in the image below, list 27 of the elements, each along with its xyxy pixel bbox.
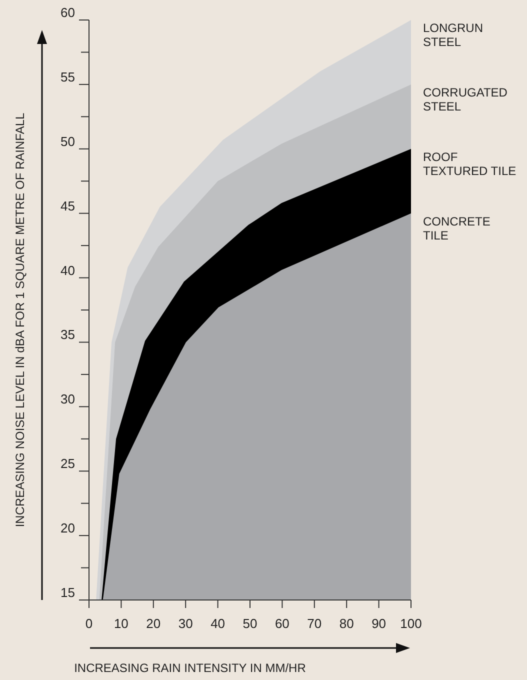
y-tick-label: 50	[60, 134, 75, 149]
x-tick-label: 0	[85, 616, 93, 631]
x-tick-label: 30	[178, 616, 193, 631]
x-tick-label: 20	[146, 616, 161, 631]
y-tick-label: 35	[60, 327, 75, 342]
y-tick-label: 30	[60, 392, 75, 407]
x-tick-label: 90	[372, 616, 386, 631]
x-axis-title: INCREASING RAIN INTENSITY IN MM/HR	[74, 661, 306, 675]
x-tick-label: 50	[242, 616, 258, 631]
series-label: CONCRETE TILE	[423, 214, 490, 242]
x-tick-label: 60	[274, 616, 290, 631]
y-tick-label: 40	[60, 262, 75, 278]
series-label: ROOF TEXTURED TILE	[423, 150, 516, 178]
y-tick-label: 60	[60, 5, 75, 20]
y-tick-label: 15	[60, 585, 75, 600]
y-tick-label: 55	[60, 69, 75, 84]
y-tick-label: 20	[60, 520, 75, 536]
x-tick-label: 80	[339, 616, 354, 631]
x-tick-label: 10	[114, 616, 128, 631]
x-tick-label: 40	[210, 616, 226, 631]
series-label: CORRUGATED STEEL	[423, 85, 508, 114]
y-axis-title: INCREASING NOISE LEVEL IN dBA FOR 1 SQUARE METRE OF RAINFALL	[13, 112, 27, 528]
series-label: LONGRUN STEEL	[423, 21, 484, 49]
x-tick-label: 70	[307, 616, 322, 631]
y-tick-label: 45	[60, 198, 75, 214]
x-tick-label: 100	[400, 616, 422, 631]
y-tick-label: 25	[60, 456, 75, 472]
